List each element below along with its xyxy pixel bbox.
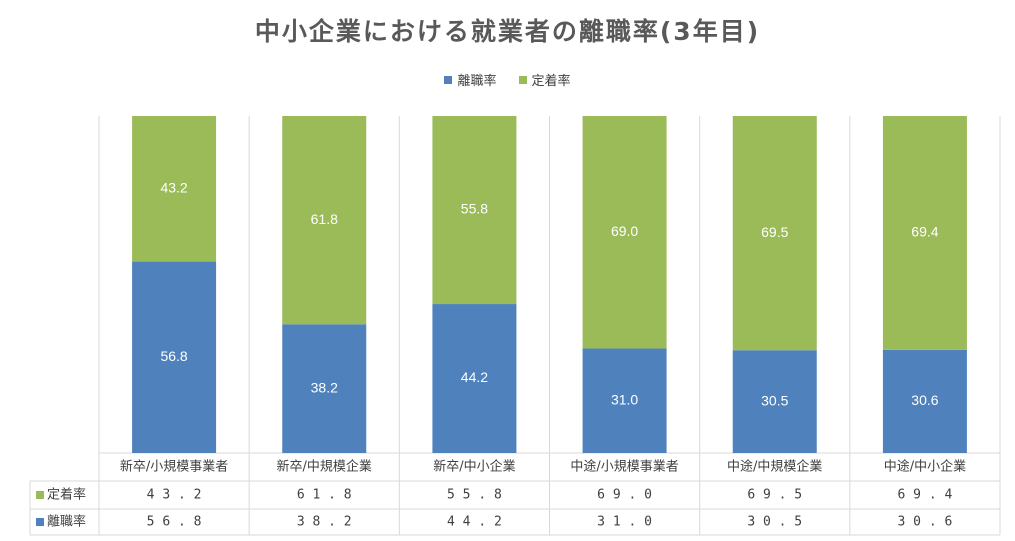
bar-attrition (132, 261, 217, 453)
data-label-retention: 69.4 (911, 224, 938, 240)
table-row-label-retention: 定着率 (47, 487, 86, 503)
chart-title: 中小企業における就業者の離職率(3年目) (254, 17, 761, 46)
bar-retention (132, 116, 217, 262)
bar-retention (882, 116, 967, 350)
table-cell-retention: 6 9 . 5 (747, 488, 802, 503)
table-cell-attrition: 3 1 . 0 (597, 515, 652, 530)
data-label-attrition: 30.6 (911, 392, 938, 408)
data-label-attrition: 31.0 (611, 391, 638, 407)
table-cell-retention: 6 9 . 4 (898, 488, 953, 503)
table-cell-retention: 6 9 . 0 (597, 488, 652, 503)
legend: 離職率 定着率 (0, 70, 1015, 89)
bar-retention (432, 116, 517, 305)
data-label-attrition: 44.2 (461, 369, 488, 385)
bar-retention (582, 116, 667, 349)
table-row-label-attrition: 離職率 (47, 514, 86, 530)
bar-attrition (732, 350, 817, 453)
category-label: 中途/小規模事業者 (570, 459, 678, 475)
category-label: 中途/中規模企業 (727, 459, 822, 475)
data-label-retention: 43.2 (160, 179, 187, 195)
legend-label-attrition: 離職率 (457, 74, 497, 89)
legend-item-retention: 定着率 (518, 70, 571, 89)
bar-attrition (882, 349, 967, 453)
bar-attrition (432, 304, 517, 453)
table-cell-retention: 4 3 . 2 (147, 488, 202, 503)
data-label-attrition: 30.5 (761, 392, 788, 408)
bar-attrition (282, 324, 367, 453)
bar-retention (282, 116, 367, 325)
category-label: 新卒/小規模事業者 (120, 459, 228, 475)
legend-swatch-retention (518, 75, 527, 84)
table-cell-attrition: 3 0 . 5 (747, 515, 802, 530)
bar-attrition (582, 348, 667, 453)
data-label-attrition: 56.8 (160, 348, 187, 364)
legend-item-attrition: 離職率 (444, 70, 497, 89)
legend-swatch-attrition (444, 75, 453, 84)
legend-label-retention: 定着率 (531, 74, 571, 89)
category-label: 中途/中小企業 (884, 459, 966, 475)
category-label: 新卒/中規模企業 (277, 459, 372, 475)
data-label-retention: 69.5 (761, 224, 788, 240)
data-label-retention: 61.8 (311, 211, 338, 227)
table-cell-attrition: 3 8 . 2 (297, 515, 352, 530)
table-legend-key-attrition (36, 518, 44, 526)
table-cell-retention: 5 5 . 8 (447, 488, 502, 503)
category-label: 新卒/中小企業 (433, 459, 515, 475)
table-legend-key-retention (36, 491, 44, 499)
bar-retention (732, 116, 817, 351)
data-label-retention: 69.0 (611, 223, 638, 239)
table-cell-attrition: 4 4 . 2 (447, 515, 502, 530)
table-cell-attrition: 5 6 . 8 (147, 515, 202, 530)
data-label-attrition: 38.2 (311, 379, 338, 395)
table-cell-attrition: 3 0 . 6 (898, 515, 953, 530)
table-cell-retention: 6 1 . 8 (297, 488, 352, 503)
data-label-retention: 55.8 (461, 201, 488, 217)
